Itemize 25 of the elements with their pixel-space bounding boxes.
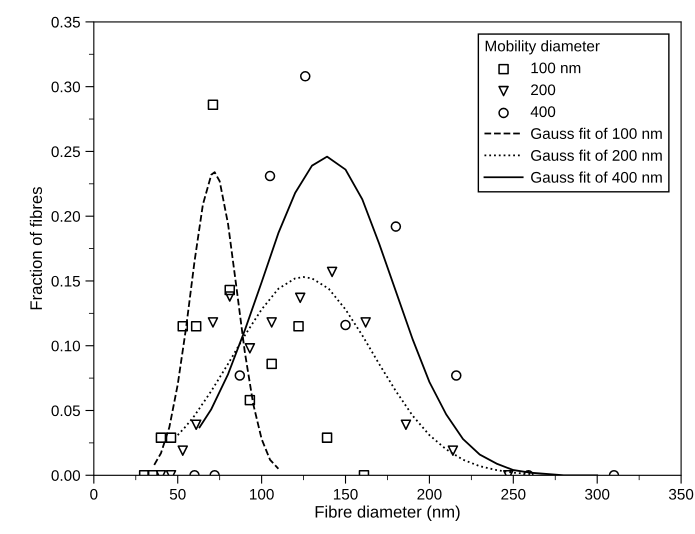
x-tick-label: 100 bbox=[250, 488, 274, 500]
x-tick-label: 0 bbox=[90, 488, 98, 500]
y-tick-label: 0.35 bbox=[51, 16, 80, 28]
x-tick-label: 200 bbox=[417, 488, 442, 500]
y-axis-title: Fraction of fibres bbox=[30, 187, 42, 310]
y-tick-label: 0.20 bbox=[51, 211, 80, 222]
x-tick-label: 250 bbox=[501, 488, 526, 500]
legend-label: 200 bbox=[531, 84, 556, 96]
legend-label: 400 bbox=[530, 106, 556, 118]
y-tick-label: 0.30 bbox=[51, 82, 80, 92]
x-tick-label: 300 bbox=[585, 488, 610, 500]
legend-title: Mobility diameter bbox=[486, 40, 600, 54]
y-tick-label: 0.15 bbox=[51, 276, 80, 287]
x-tick-label: 350 bbox=[668, 488, 694, 500]
y-tick-label: 0.25 bbox=[51, 146, 80, 158]
x-tick-label: 50 bbox=[170, 488, 186, 500]
legend-label: 100 nm bbox=[531, 62, 580, 74]
y-tick-label: 0.00 bbox=[51, 470, 80, 481]
legend-label: Gauss fit of 100 nm bbox=[531, 128, 662, 139]
x-axis-title: Fibre diameter (nm) bbox=[316, 505, 460, 522]
y-tick-label: 0.10 bbox=[51, 340, 80, 352]
legend-label: Gauss fit of 400 nm bbox=[531, 172, 662, 183]
x-tick-label: 150 bbox=[334, 488, 358, 500]
legend-label: Gauss fit of 200 nm bbox=[531, 150, 662, 161]
y-tick-label: 0.05 bbox=[51, 405, 80, 416]
